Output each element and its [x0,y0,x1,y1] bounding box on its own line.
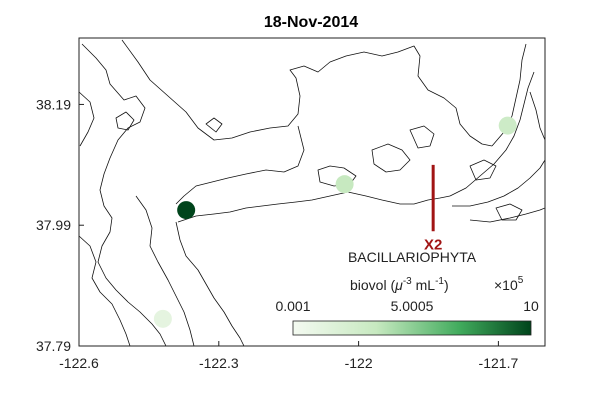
x2-label: X2 [424,236,442,253]
colorbar-units-exp2: -1 [435,276,444,287]
station-points [153,116,517,328]
station-point-2 [335,175,354,194]
colorbar-min-label: 0.001 [275,298,310,314]
x-tick-label: -122 [345,355,373,371]
marsh-island-4 [469,159,497,181]
marsh-island-6 [115,111,135,131]
delta-channel-1 [449,71,535,197]
station-point-3 [498,116,517,135]
colorbar-max-label: 10 [523,298,539,314]
delta-channel-2 [452,159,545,207]
plot-area: X2 [78,37,546,347]
y-tick-label: 37.99 [36,217,71,233]
colorbar-multiplier-exp: 5 [518,275,524,286]
marsh-island-5 [495,203,523,221]
marsh-island-2 [371,143,411,173]
y-tick-label: 37.79 [36,338,71,354]
colorbar-title: BACILLARIOPHYTA [348,249,477,265]
coastline-east-bay [175,221,245,346]
marsh-island-3 [409,125,435,149]
station-point-1 [177,201,196,220]
colorbar-mid-label: 5.0005 [391,298,434,314]
delta-channel-5 [529,91,545,141]
plot-frame [78,37,546,347]
colorbar-units-mu: μ [394,277,403,293]
colorbar-units-suffix: ) [444,277,449,293]
coastline-peninsula [79,235,131,346]
colorbar-multiplier-base: ×10 [494,277,518,293]
marsh-island-7 [205,117,223,133]
colorbar-legend: BACILLARIOPHYTA biovol (μ-3 mL-1) ×105 0… [275,249,539,336]
map-title: 18-Nov-2014 [264,14,358,31]
marsh-island-1 [317,165,357,187]
coastline-east-bay-inner [135,195,195,346]
colorbar-units: biovol (μ-3 mL-1) [350,276,449,293]
coastline-strait-south [177,191,451,223]
colorbar-units-prefix: biovol ( [350,277,395,293]
x-axis: -122.6 -122.3 -122 -121.7 [59,341,518,371]
coastline-layer [79,39,545,346]
colorbar-gradient [292,320,532,336]
colorbar-units-ml: mL [412,277,436,293]
x-tick-label: -122.6 [59,355,99,371]
coastline-north-bay [121,39,493,147]
y-axis: 38.19 37.99 37.79 [36,96,84,354]
colorbar-multiplier: ×105 [494,275,524,293]
x-tick-label: -122.3 [199,355,239,371]
coastline-marin [79,91,95,147]
station-point-4 [153,309,172,328]
colorbar-units-exp1: -3 [403,276,412,287]
coastline-west [81,43,167,346]
coastline-suisun-north [175,125,305,205]
y-tick-label: 38.19 [36,96,71,112]
x-tick-label: -121.7 [479,355,519,371]
